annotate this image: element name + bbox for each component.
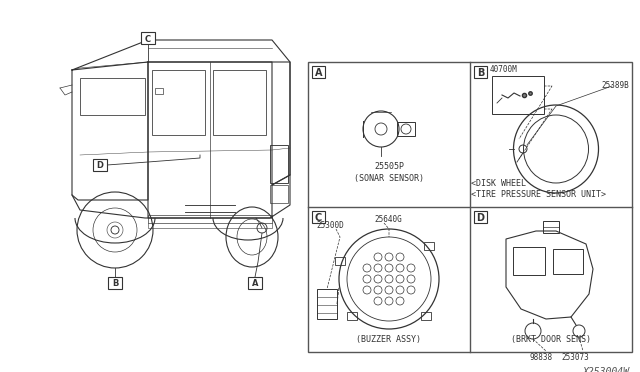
- Text: C: C: [145, 35, 151, 44]
- Bar: [317, 289, 337, 319]
- Text: A: A: [315, 68, 323, 78]
- Text: 25389B: 25389B: [601, 81, 629, 90]
- Bar: [213, 70, 266, 135]
- Bar: [148, 215, 272, 223]
- Text: 253073: 253073: [561, 353, 589, 362]
- Text: 98838: 98838: [529, 353, 552, 362]
- Bar: [108, 277, 122, 289]
- FancyBboxPatch shape: [474, 66, 487, 78]
- Bar: [424, 241, 434, 250]
- Bar: [543, 221, 559, 233]
- Text: C: C: [315, 213, 322, 223]
- Text: (BUZZER ASSY): (BUZZER ASSY): [356, 335, 422, 344]
- FancyBboxPatch shape: [474, 211, 487, 223]
- FancyBboxPatch shape: [312, 66, 325, 78]
- Text: 25505P: 25505P: [374, 162, 404, 171]
- Bar: [141, 32, 155, 44]
- Text: (SONAR SENSOR): (SONAR SENSOR): [354, 174, 424, 183]
- Bar: [348, 312, 357, 320]
- Bar: [420, 312, 431, 320]
- Text: 25640G: 25640G: [374, 215, 402, 224]
- Bar: [248, 277, 262, 289]
- Bar: [513, 247, 545, 275]
- Text: 25300D: 25300D: [316, 221, 344, 230]
- Bar: [270, 185, 288, 203]
- FancyBboxPatch shape: [312, 211, 325, 223]
- Bar: [553, 249, 583, 274]
- Bar: [93, 159, 107, 171]
- Text: B: B: [112, 279, 118, 289]
- Text: <TIRE PRESSURE SENSOR UNIT>: <TIRE PRESSURE SENSOR UNIT>: [471, 190, 606, 199]
- Bar: [397, 122, 415, 136]
- Text: <DISK WHEEL: <DISK WHEEL: [471, 179, 526, 188]
- Text: (BRKT DOOR SENS): (BRKT DOOR SENS): [511, 335, 591, 344]
- Text: D: D: [97, 161, 104, 170]
- Bar: [155, 88, 163, 94]
- Bar: [270, 145, 288, 183]
- Bar: [492, 76, 544, 114]
- Bar: [308, 62, 632, 352]
- Bar: [335, 257, 345, 265]
- Text: B: B: [477, 68, 484, 78]
- Text: 40700M: 40700M: [490, 65, 518, 74]
- Text: X253004W: X253004W: [583, 367, 630, 372]
- Bar: [152, 70, 205, 135]
- Text: A: A: [252, 279, 259, 289]
- Text: D: D: [477, 213, 484, 223]
